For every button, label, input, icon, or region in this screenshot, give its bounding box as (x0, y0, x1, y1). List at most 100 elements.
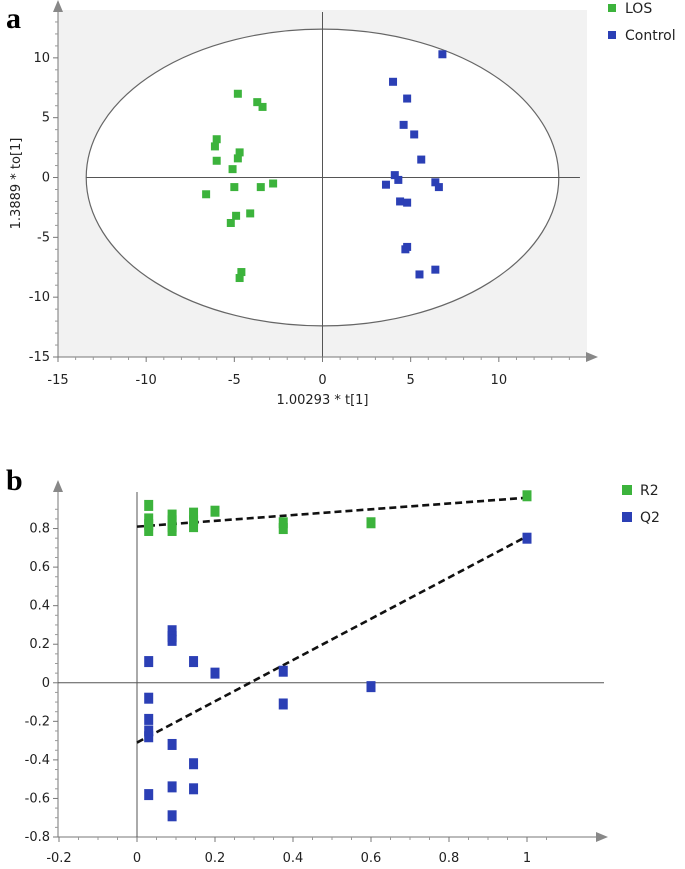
data-point-r2 (167, 509, 177, 521)
data-point-r2 (167, 515, 177, 527)
legend-swatch-r2 (622, 485, 632, 495)
y-tick-label: 10 (33, 51, 50, 66)
data-point-control (381, 180, 390, 189)
x-tick-label: 1 (523, 851, 531, 866)
data-point-r2 (189, 521, 199, 533)
data-point-r2 (522, 490, 532, 502)
data-point-q2 (189, 758, 199, 770)
y-tick-label: -0.2 (25, 714, 50, 729)
data-point-q2 (522, 532, 532, 544)
data-point-r2 (144, 524, 154, 536)
data-point-control (403, 198, 412, 207)
y-tick-label: 0.8 (29, 522, 50, 537)
x-tick-label: 0 (133, 851, 141, 866)
data-point-r2 (189, 515, 199, 527)
data-point-q2 (167, 634, 177, 646)
x-axis-title: 1.00293 * t[1] (276, 393, 368, 408)
data-point-los (246, 209, 255, 218)
data-point-r2 (278, 517, 288, 529)
data-point-los (258, 102, 267, 111)
y-tick-label: 0 (42, 676, 50, 691)
y-axis-arrow (53, 0, 63, 12)
data-point-r2 (278, 523, 288, 535)
data-point-r2 (210, 505, 220, 517)
legend-label-r2: R2 (640, 483, 659, 499)
y-tick-label: -15 (29, 350, 50, 365)
x-tick-label: 0.2 (205, 851, 226, 866)
legend-swatch-control (608, 31, 616, 39)
x-tick-label: -10 (136, 373, 157, 388)
y-tick-label: 5 (42, 111, 50, 126)
data-point-q2 (144, 789, 154, 801)
y-tick-label: 0.2 (29, 637, 50, 652)
data-point-control (431, 178, 440, 187)
data-point-q2 (144, 731, 154, 743)
data-point-r2 (144, 513, 154, 525)
legend-label-control: Control (625, 28, 676, 44)
data-point-los (212, 135, 221, 144)
chart-b: -0.2 0 0.2 0.4 0.6 0.8 1 -0.8 -0.6 -0.4 -0.2 0 0.2 0.… (25, 480, 660, 866)
data-point-q2 (210, 667, 220, 679)
x-axis-arrow (596, 832, 608, 842)
data-point-q2 (189, 656, 199, 668)
data-point-los (212, 156, 221, 165)
data-point-r2 (189, 507, 199, 519)
data-point-q2 (144, 725, 154, 737)
data-point-control (401, 245, 410, 254)
data-point-los (202, 190, 211, 199)
data-point-q2 (189, 783, 199, 795)
legend-label-los: LOS (625, 1, 652, 17)
legend-swatch-los (608, 4, 616, 12)
data-point-q2 (278, 698, 288, 710)
data-point-control (438, 50, 447, 59)
data-point-control (415, 270, 424, 279)
data-point-control (417, 155, 426, 164)
data-point-los (226, 218, 235, 227)
data-point-r2 (167, 524, 177, 536)
data-point-los (228, 165, 237, 174)
data-point-control (431, 265, 440, 274)
y-tick-label: -0.4 (25, 753, 50, 768)
x-tick-label: -0.2 (46, 851, 71, 866)
data-point-r2 (144, 499, 154, 511)
x-tick-label: -5 (228, 373, 241, 388)
data-point-los (237, 268, 246, 277)
x-tick-label: 0 (318, 373, 326, 388)
data-point-los (253, 98, 262, 107)
fit-line-q2 (136, 535, 528, 744)
y-tick-label: -5 (37, 230, 50, 245)
data-point-control (394, 175, 403, 184)
y-tick-label: -10 (29, 290, 50, 305)
x-axis-arrow (586, 352, 598, 362)
data-point-q2 (167, 810, 177, 822)
data-point-q2 (278, 665, 288, 677)
x-tick-label: 0.8 (439, 851, 460, 866)
data-point-los (230, 183, 239, 192)
data-point-q2 (167, 781, 177, 793)
y-tick-label: 0.4 (29, 599, 50, 614)
data-point-los (256, 183, 265, 192)
x-tick-label: 5 (407, 373, 415, 388)
panel-label-a: a (6, 2, 21, 35)
data-point-q2 (366, 681, 376, 693)
data-point-q2 (144, 656, 154, 668)
y-tick-label: -0.6 (25, 791, 50, 806)
data-point-control (403, 94, 412, 103)
y-tick-label: 0.6 (29, 560, 50, 575)
data-point-r2 (366, 517, 376, 529)
data-point-los (235, 274, 244, 283)
data-point-los (233, 89, 242, 98)
data-point-control (396, 197, 405, 206)
y-axis-arrow (53, 480, 63, 492)
data-point-r2 (144, 519, 154, 531)
data-point-q2 (167, 738, 177, 750)
legend-swatch-q2 (622, 512, 632, 522)
data-point-los (233, 154, 242, 163)
y-tick-label: -0.8 (25, 830, 50, 845)
data-point-q2 (144, 692, 154, 704)
data-point-q2 (167, 625, 177, 637)
data-point-los (235, 148, 244, 157)
data-point-q2 (144, 713, 154, 725)
data-point-los (210, 142, 219, 151)
